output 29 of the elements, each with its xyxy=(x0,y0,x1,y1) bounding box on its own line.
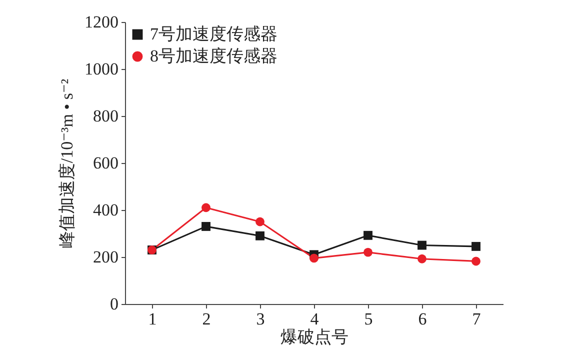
y-axis-title: 峰值加速度/10⁻³m • s⁻² xyxy=(58,78,76,248)
x-tick-label: 2 xyxy=(202,310,211,328)
y-tick-label: 0 xyxy=(110,294,118,314)
x-tick-label: 1 xyxy=(148,310,157,328)
point xyxy=(418,240,426,250)
legend-label: 8号加速度传感器 xyxy=(150,46,278,66)
x-tick-label: 3 xyxy=(256,310,265,328)
point xyxy=(202,203,210,212)
point xyxy=(418,254,426,264)
point xyxy=(256,231,264,240)
x-tick-label: 4 xyxy=(310,310,320,328)
x-axis-title: 爆破点号 xyxy=(280,328,348,346)
y-tick-label: 200 xyxy=(93,248,118,266)
point xyxy=(310,254,318,263)
y-tick-label: 400 xyxy=(93,200,118,220)
y-tick-label: 600 xyxy=(93,154,118,172)
x-tick-label: 6 xyxy=(418,310,427,328)
y-tick-label: 800 xyxy=(93,106,118,126)
point xyxy=(256,217,264,226)
x-tick-label: 7 xyxy=(472,310,482,328)
point xyxy=(472,242,480,251)
legend-label: 7号加速度传感器 xyxy=(150,24,278,44)
point xyxy=(364,230,372,240)
point xyxy=(472,256,480,266)
point xyxy=(364,248,372,257)
y-tick-label: 1000 xyxy=(84,60,118,78)
y-tick-label: 1200 xyxy=(84,12,118,32)
point xyxy=(202,222,210,231)
x-tick-label: 5 xyxy=(364,310,373,328)
